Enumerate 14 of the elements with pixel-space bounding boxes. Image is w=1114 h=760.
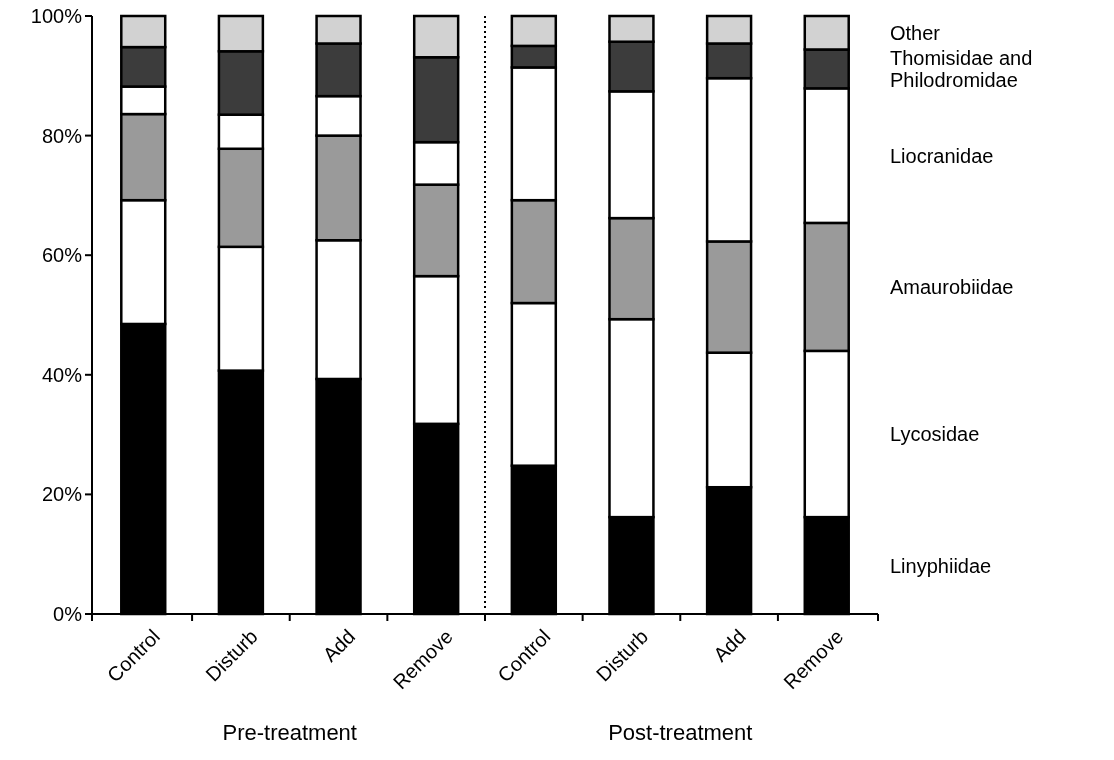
text: Other — [890, 21, 941, 44]
text: Linyphiidae — [890, 554, 992, 577]
y-tick-label: 100% — [30, 5, 83, 27]
text: Lycosidae — [890, 423, 980, 445]
y-tick-label: 20% — [41, 483, 83, 506]
text: Liocranidae — [890, 144, 994, 167]
text: Post-treatment — [608, 720, 753, 745]
text: Thomisidae and Philodromidae — [890, 46, 1033, 91]
y-tick-label: 0% — [53, 603, 83, 625]
text: Pre-treatment — [222, 720, 357, 745]
y-tick-label: 60% — [41, 244, 83, 267]
y-tick-label: 80% — [41, 124, 83, 147]
y-tick-label: 40% — [41, 363, 83, 386]
text: Amaurobiidae — [890, 275, 1014, 298]
